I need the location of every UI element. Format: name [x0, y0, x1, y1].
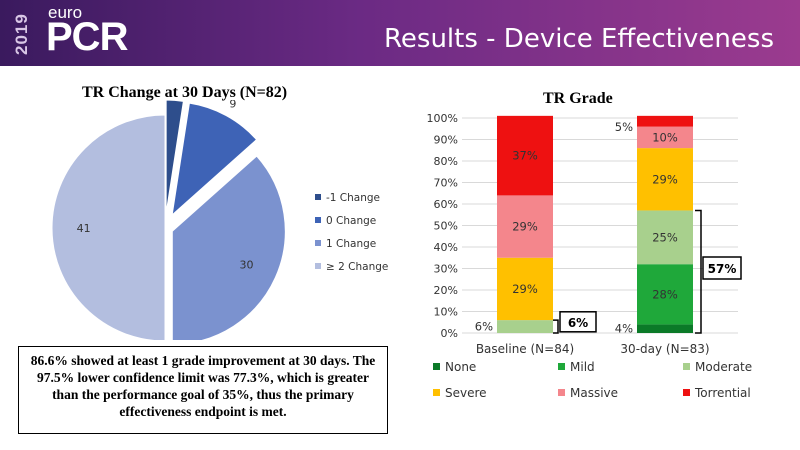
bar-segment — [497, 257, 553, 321]
stacked-bar-chart: 0% 10% 20% 30% 40% 50% 60% 70% 80% 90% 100% 6% 29% 2… — [427, 112, 753, 400]
bar-segment — [497, 115, 553, 196]
callout-bracket — [695, 209, 702, 334]
legend-entry: -1 Change — [326, 192, 380, 204]
legend-swatch — [315, 240, 321, 246]
y-tick-label: 90% — [434, 134, 458, 147]
x-tick-label: Baseline (N=84) — [476, 342, 574, 356]
callout-box — [559, 311, 597, 333]
callout-box — [702, 256, 742, 280]
y-tick-label: 10% — [434, 306, 458, 319]
data-label: 29% — [652, 172, 678, 186]
y-tick-label: 20% — [434, 284, 458, 297]
data-label: 29% — [512, 220, 538, 234]
legend-swatch — [433, 363, 440, 370]
data-label: 25% — [652, 230, 678, 244]
legend-swatch — [558, 363, 565, 370]
y-tick-label: 100% — [427, 112, 458, 125]
data-label: 29% — [512, 282, 538, 296]
year-label: 2019 — [12, 13, 31, 55]
legend-entry: 0 Change — [326, 215, 376, 227]
summary-box: 86.6% showed at least 1 grade improvemen… — [18, 346, 388, 434]
bar-segment — [637, 126, 693, 149]
legend-entry: None — [445, 360, 476, 374]
legend-entry: Torrential — [694, 386, 751, 400]
bar-segment — [637, 324, 693, 333]
bar-segment — [637, 148, 693, 211]
pie-slice-label: 9 — [229, 100, 236, 110]
bar-chart-title: TR Grade — [543, 90, 613, 107]
legend-entry: ≥ 2 Change — [326, 261, 388, 273]
y-tick-label: 0% — [441, 327, 458, 340]
pie-slice — [51, 114, 166, 340]
pie-slice — [171, 102, 258, 217]
data-label: 6% — [475, 320, 493, 334]
pie-slice — [165, 100, 184, 214]
bar-segment — [637, 210, 693, 265]
data-label: 10% — [652, 130, 678, 144]
legend-entry: Moderate — [695, 360, 752, 374]
legend-entry: Massive — [570, 386, 618, 400]
y-tick-label: 60% — [434, 198, 458, 211]
slide-header: 2019 euro PCR Results - Device Effective… — [0, 0, 800, 66]
data-label: 4% — [615, 322, 633, 336]
data-label: 5% — [615, 120, 633, 134]
y-tick-label: 30% — [434, 263, 458, 276]
legend-entry: Severe — [445, 386, 487, 400]
page-title: Results - Device Effectiveness — [384, 24, 774, 54]
legend-swatch — [315, 217, 321, 223]
bar-segment — [637, 115, 693, 127]
pie-slice — [171, 155, 286, 340]
legend-swatch — [558, 389, 565, 396]
legend-entry: Mild — [570, 360, 595, 374]
data-label: 28% — [652, 287, 678, 301]
pie-slice-label: 30 — [240, 259, 254, 272]
y-tick-label: 50% — [434, 220, 458, 233]
legend-swatch — [315, 194, 321, 200]
y-tick-label: 80% — [434, 155, 458, 168]
y-tick-label: 40% — [434, 241, 458, 254]
x-tick-label: 30-day (N=83) — [620, 342, 709, 356]
legend-swatch — [315, 263, 321, 269]
brand-small: euro — [48, 3, 83, 22]
brand-logo: PCR — [46, 15, 128, 59]
data-label: 37% — [512, 149, 538, 163]
legend-swatch — [683, 363, 690, 370]
callout-bracket — [553, 319, 559, 334]
callout-label: 57% — [708, 262, 737, 276]
bar-segment — [637, 264, 693, 325]
bar-segment — [497, 320, 553, 333]
legend-swatch — [433, 389, 440, 396]
bar-segment — [497, 195, 553, 258]
legend-swatch — [683, 389, 690, 396]
y-tick-label: 70% — [434, 177, 458, 190]
legend-entry: 1 Change — [326, 238, 376, 250]
callout-label: 6% — [568, 316, 588, 330]
pie-slice-label: 41 — [77, 222, 91, 235]
pie-chart-title: TR Change at 30 Days (N=82) — [82, 84, 288, 101]
